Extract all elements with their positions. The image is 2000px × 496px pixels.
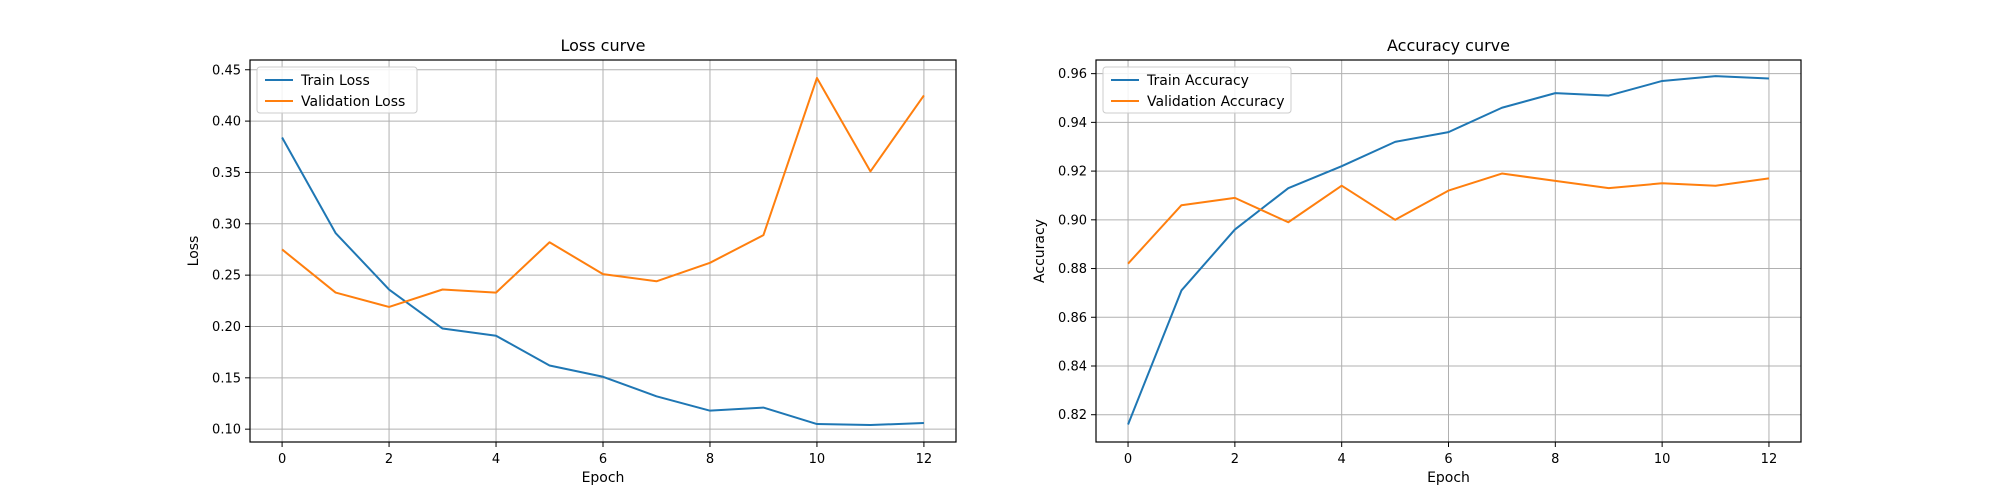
- validation-loss-line: [281, 76, 925, 308]
- y-tick-label: 0.15: [212, 371, 241, 386]
- train-accuracy-line: [1127, 75, 1769, 425]
- x-tick-label: 6: [1444, 452, 1452, 467]
- x-tick-label: 8: [1551, 452, 1559, 467]
- chart-loss: 0 2 4 6 8 10 12 0.10 0.15 0.20 0.25 0.30 0.35 0.40 0.4…: [186, 36, 957, 486]
- y-axis-label: Loss: [186, 236, 202, 267]
- y-tick-label: 0.25: [212, 269, 241, 284]
- y-axis: 0.10 0.15 0.20 0.25 0.30 0.35 0.40 0.45: [212, 63, 250, 438]
- y-tick-label: 0.84: [1058, 359, 1087, 374]
- legend-label: Train Loss: [300, 73, 370, 89]
- y-tick-label: 0.10: [212, 423, 241, 438]
- y-tick-label: 0.92: [1058, 165, 1087, 180]
- y-tick-label: 0.30: [212, 217, 241, 232]
- chart-title: Loss curve: [560, 36, 645, 55]
- y-tick-label: 0.96: [1058, 67, 1087, 82]
- x-axis: 0 2 4 6 8 10 12: [1124, 442, 1777, 467]
- x-axis-label: Epoch: [582, 470, 625, 486]
- legend-label: Validation Loss: [301, 94, 405, 110]
- plot-frame: [249, 59, 957, 443]
- grid: [1096, 60, 1801, 442]
- y-axis-label: Accuracy: [1032, 219, 1048, 283]
- chart-title: Accuracy curve: [1387, 36, 1510, 55]
- x-tick-label: 6: [599, 452, 607, 467]
- validation-accuracy-line: [1127, 172, 1770, 265]
- y-tick-label: 0.20: [212, 320, 241, 335]
- y-axis: 0.82 0.84 0.86 0.88 0.90 0.92 0.94 0.96: [1058, 67, 1096, 423]
- y-tick-label: 0.86: [1058, 311, 1087, 326]
- legend-box: [256, 66, 418, 114]
- y-tick-label: 0.82: [1058, 408, 1087, 423]
- x-tick-label: 2: [385, 452, 393, 467]
- grid: [250, 60, 956, 442]
- y-tick-label: 0.40: [212, 115, 241, 130]
- x-tick-label: 12: [916, 452, 933, 467]
- legend: Train Loss Validation Loss: [256, 66, 418, 114]
- y-tick-label: 0.45: [212, 63, 241, 78]
- legend-label: Train Accuracy: [1146, 73, 1249, 89]
- x-axis-label: Epoch: [1427, 470, 1470, 486]
- y-tick-label: 0.35: [212, 166, 241, 181]
- x-tick-label: 2: [1231, 452, 1239, 467]
- x-tick-label: 4: [492, 452, 500, 467]
- plot-frame: [1095, 59, 1802, 443]
- x-tick-label: 10: [809, 452, 826, 467]
- legend: Train Accuracy Validation Accuracy: [1102, 66, 1292, 114]
- y-tick-label: 0.90: [1058, 213, 1087, 228]
- x-tick-label: 8: [706, 452, 714, 467]
- y-tick-label: 0.94: [1058, 116, 1087, 131]
- x-tick-label: 12: [1761, 452, 1778, 467]
- x-tick-label: 10: [1654, 452, 1671, 467]
- x-tick-label: 4: [1338, 452, 1346, 467]
- train-loss-line: [281, 137, 924, 427]
- x-tick-label: 0: [1124, 452, 1132, 467]
- legend-label: Validation Accuracy: [1147, 94, 1285, 110]
- x-axis: 0 2 4 6 8 10 12: [278, 442, 932, 467]
- chart-accuracy: 0 2 4 6 8 10 12 0.82 0.84 0.86 0.88 0.90 0.92 0.94 0.9…: [1032, 36, 1802, 486]
- y-tick-label: 0.88: [1058, 262, 1087, 277]
- x-tick-label: 0: [278, 452, 286, 467]
- legend-box: [1102, 66, 1292, 114]
